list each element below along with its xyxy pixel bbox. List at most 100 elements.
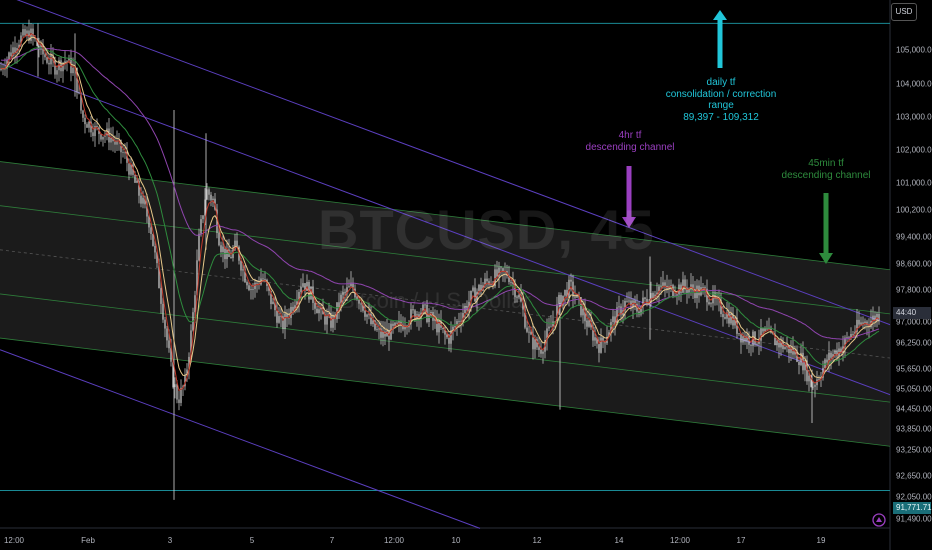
candle-body — [660, 285, 662, 287]
candle-body — [194, 295, 196, 313]
candle-body — [844, 337, 846, 347]
candle-body — [348, 286, 350, 288]
candle-body — [784, 347, 786, 350]
candle-body — [114, 141, 116, 145]
candle-body — [852, 334, 854, 335]
candle-body — [138, 180, 140, 196]
candle-body — [296, 301, 298, 306]
candle-body — [790, 347, 792, 354]
candle-body — [742, 336, 744, 343]
candle-body — [586, 320, 588, 327]
candle-body — [502, 268, 504, 272]
candle-body — [46, 57, 48, 63]
candle-body — [268, 285, 270, 291]
candle-body — [726, 312, 728, 319]
candle-body — [584, 308, 586, 321]
candle-body — [292, 306, 294, 311]
candle-body — [342, 292, 344, 295]
candle-body — [534, 339, 536, 350]
4hr-tf-note: 4hr tf descending channel — [586, 130, 675, 153]
current-price-label[interactable]: 44:40 — [893, 307, 931, 319]
4hr-note-line: 4hr tf — [618, 130, 642, 141]
candle-body — [546, 328, 548, 341]
candle-body — [186, 369, 188, 376]
candle-body — [18, 44, 20, 48]
candle-body — [414, 310, 416, 320]
annotation-arrows — [622, 10, 833, 264]
time-tick: 3 — [167, 536, 173, 545]
candle-body — [434, 318, 436, 321]
candle-body — [832, 354, 834, 358]
price-tick: 100,200.00 — [896, 205, 932, 215]
candle-body — [548, 326, 550, 329]
price-tick: 97,000.00 — [896, 317, 932, 327]
candle-body — [646, 298, 648, 304]
candle-body — [126, 152, 128, 163]
candle-body — [608, 332, 610, 338]
candle-body — [382, 331, 384, 338]
time-tick: 14 — [614, 536, 624, 545]
candle-body — [560, 295, 562, 306]
candle-body — [234, 240, 236, 250]
candle-body — [818, 379, 820, 381]
candle-body — [90, 121, 92, 133]
candle-body — [620, 306, 622, 316]
candle-body — [668, 286, 670, 290]
candle-body — [686, 287, 688, 293]
time-axis[interactable] — [0, 528, 890, 550]
candle-body — [26, 30, 28, 36]
tradingview-logo-icon[interactable] — [872, 513, 886, 527]
candle-body — [64, 61, 66, 63]
candle-body — [80, 92, 82, 111]
candle-body — [402, 324, 404, 330]
candle-body — [448, 337, 450, 344]
price-tick: 98,600.00 — [896, 259, 932, 269]
candle-body — [52, 54, 54, 61]
candle-body — [60, 60, 62, 72]
candle-body — [362, 304, 364, 311]
candle-body — [472, 287, 474, 291]
time-tick: Feb — [81, 536, 95, 545]
candle-body — [866, 321, 868, 326]
symbol-description-watermark: Bitcoin / U.S. Dollar — [340, 288, 531, 313]
candle-body — [236, 240, 238, 247]
channel-4h-upper-line — [16, 0, 891, 326]
daily-up-arrow-shaft — [717, 19, 723, 68]
candle-body — [740, 333, 742, 343]
candle-body — [174, 384, 176, 388]
price-tick: 99,400.00 — [896, 232, 932, 242]
candle-body — [398, 320, 400, 323]
candle-body — [516, 296, 518, 298]
candle-body — [204, 199, 206, 216]
candle-body — [714, 292, 716, 299]
candle-body — [834, 350, 836, 355]
price-tick: 92,650.00 — [896, 471, 932, 481]
candle-body — [588, 320, 590, 327]
candle-body — [436, 318, 438, 333]
candle-body — [404, 326, 406, 330]
candle-body — [830, 352, 832, 358]
candle-body — [122, 152, 124, 154]
candle-body — [352, 282, 354, 289]
candle-body — [62, 62, 64, 72]
time-tick: 12:00 — [3, 536, 25, 545]
level-price-label[interactable]: 91,771.71 — [893, 502, 932, 514]
candle-body — [744, 336, 746, 342]
candle-body — [654, 294, 656, 298]
candle-body — [690, 284, 692, 289]
candle-body — [868, 325, 870, 328]
candle-body — [554, 321, 556, 323]
candle-body — [658, 286, 660, 293]
candle-body — [460, 321, 462, 323]
candle-body — [580, 297, 582, 316]
candle-body — [124, 152, 126, 154]
candle-body — [500, 267, 502, 269]
candle-body — [386, 330, 388, 337]
currency-badge[interactable]: USD — [891, 3, 917, 21]
candle-body — [710, 303, 712, 305]
candle-body — [360, 303, 362, 305]
candle-body — [400, 320, 402, 325]
candle-body — [378, 328, 380, 330]
candle-body — [12, 47, 14, 57]
